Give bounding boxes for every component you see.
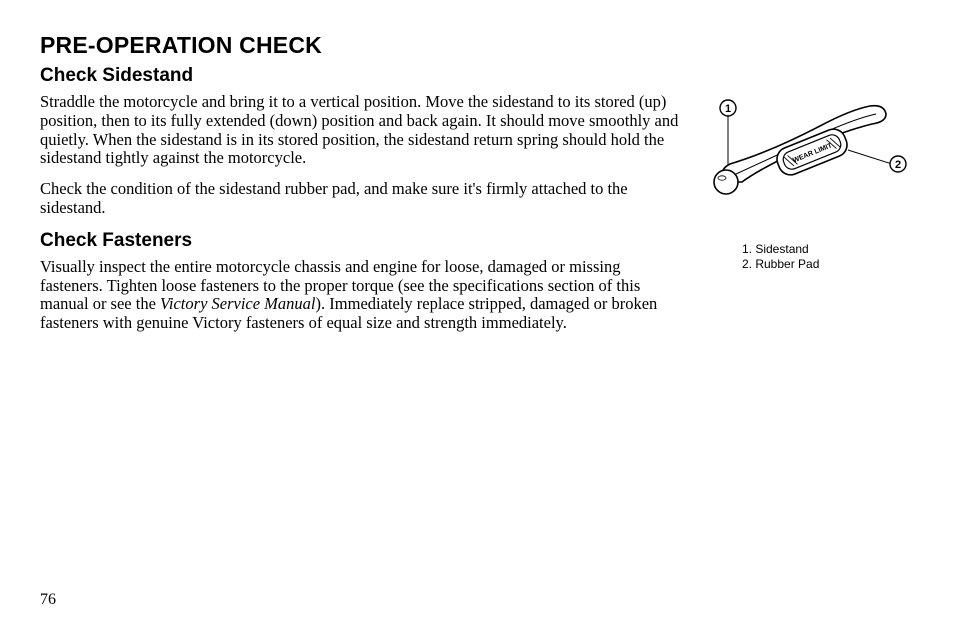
page-number: 76 (40, 591, 56, 609)
text-column: PRE-OPERATION CHECK Check Sidestand Stra… (40, 32, 680, 345)
figure-legend: 1. Sidestand 2. Rubber Pad (700, 242, 920, 272)
callout-1-label: 1 (725, 103, 731, 115)
figure-column: 1 (700, 32, 920, 345)
content-columns: PRE-OPERATION CHECK Check Sidestand Stra… (40, 32, 914, 345)
manual-page: PRE-OPERATION CHECK Check Sidestand Stra… (0, 0, 954, 627)
legend-item: 1. Sidestand (742, 242, 920, 257)
legend-item: 2. Rubber Pad (742, 257, 920, 272)
section-title-sidestand: Check Sidestand (40, 65, 680, 87)
sidestand-figure: 1 (700, 92, 910, 212)
paragraph: Check the condition of the sidestand rub… (40, 180, 680, 218)
callout-2-label: 2 (895, 159, 901, 171)
paragraph: Visually inspect the entire motorcycle c… (40, 258, 680, 333)
page-title: PRE-OPERATION CHECK (40, 32, 680, 59)
text-run-italic: Victory Service Manual (160, 294, 315, 313)
section-title-fasteners: Check Fasteners (40, 230, 680, 252)
sidestand-diagram-svg: 1 (700, 92, 910, 212)
paragraph: Straddle the motorcycle and bring it to … (40, 93, 680, 168)
